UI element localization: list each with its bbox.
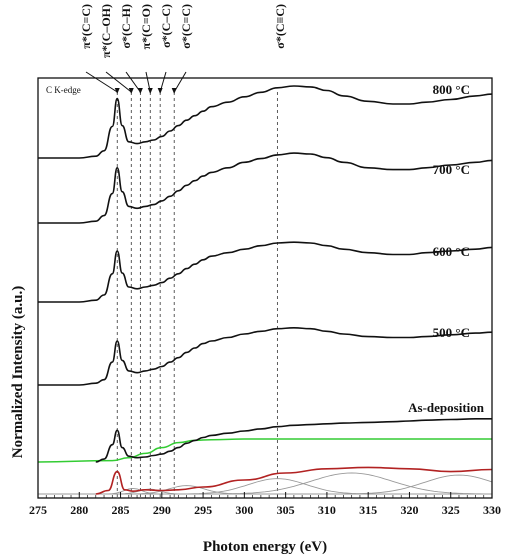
- x-tick-label: 325: [442, 503, 460, 517]
- peak-arrowhead: [171, 88, 177, 94]
- peak-label: π*(C=O): [139, 4, 153, 49]
- peak-arrowhead: [157, 88, 163, 94]
- step-edge-curve: [37, 438, 492, 463]
- spectrum-curve: [95, 417, 492, 463]
- fit-envelope-curve: [95, 466, 493, 495]
- curve-label: As-deposition: [408, 400, 485, 415]
- peak-arrow: [125, 71, 141, 93]
- x-axis-ticks: 275 280 285 290 295 300 305 310 315 320 325 330: [29, 492, 501, 517]
- peak-arrowhead: [128, 88, 134, 94]
- peak-labels: π*(C=C) π*(C–OH) σ*(C–H) π*(C=O) σ*(C–C) σ*(C…: [79, 4, 287, 94]
- x-tick-label: 330: [483, 503, 501, 517]
- edge-label: C K-edge: [46, 85, 81, 95]
- x-tick-label: 315: [359, 503, 377, 517]
- curve-label: 500 °C: [433, 325, 470, 340]
- x-tick-label: 290: [153, 503, 171, 517]
- fit-component-peak: [38, 474, 493, 495]
- x-tick-label: 285: [112, 503, 130, 517]
- peak-arrow: [105, 71, 132, 93]
- spectra-curves: [37, 85, 493, 463]
- peak-label: σ*(C≡C): [273, 4, 287, 49]
- spectrum-curve: [38, 241, 493, 303]
- peak-label: σ*(C=C): [179, 4, 193, 49]
- spectrum-curve: [37, 152, 493, 224]
- x-tick-label: 275: [29, 503, 47, 517]
- fit-components: [37, 438, 493, 495]
- peak-arrowhead: [137, 88, 143, 94]
- y-axis-title: Normalized Intensity (a.u.): [10, 286, 26, 459]
- peak-arrowhead: [114, 88, 120, 94]
- peak-label: σ*(C–H): [119, 4, 133, 49]
- plot-frame: [37, 77, 493, 499]
- x-axis-title: Photon energy (eV): [203, 539, 327, 555]
- curve-label: 700 °C: [433, 162, 470, 177]
- peak-arrowhead: [147, 88, 153, 94]
- x-tick-label: 295: [194, 503, 212, 517]
- peak-arrow: [85, 71, 118, 93]
- x-tick-label: 300: [235, 503, 253, 517]
- curve-label: 800 °C: [433, 82, 470, 97]
- peak-marker-lines: [116, 92, 278, 498]
- spectrum-curve: [37, 85, 493, 159]
- curve-label: 600 °C: [433, 244, 470, 259]
- peak-label: π*(C=C): [79, 4, 93, 49]
- curve-labels: 800 °C 700 °C 600 °C 500 °C As-deposition: [408, 82, 485, 415]
- peak-label: σ*(C–C): [159, 4, 173, 48]
- x-tick-label: 320: [400, 503, 418, 517]
- spectrum-curve: [38, 326, 493, 386]
- x-tick-label: 280: [70, 503, 88, 517]
- x-tick-label: 305: [277, 503, 295, 517]
- peak-label: π*(C–OH): [99, 4, 113, 58]
- x-tick-label: 310: [318, 503, 336, 517]
